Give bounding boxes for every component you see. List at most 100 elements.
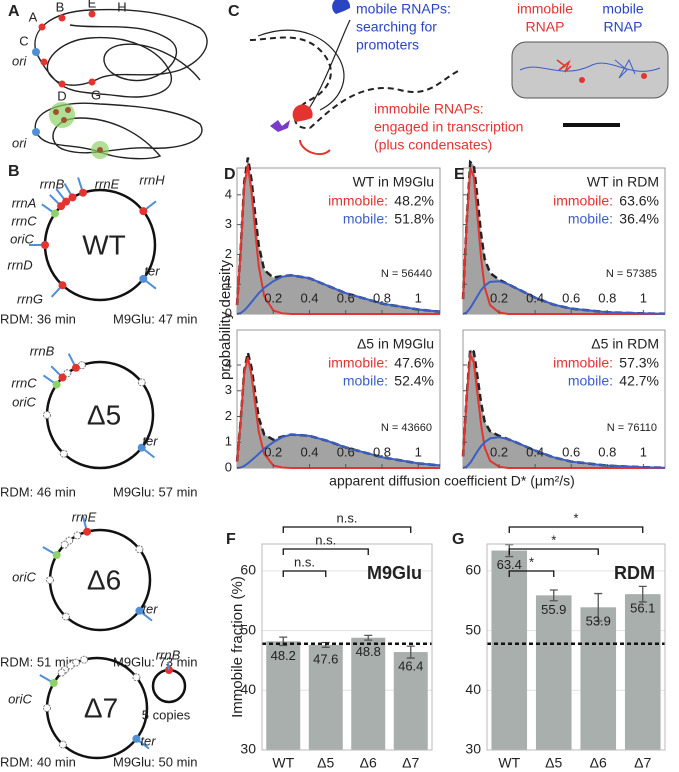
significance-bracket: [508, 570, 555, 577]
chart-title: M9Glu: [367, 563, 422, 583]
y-tick-label: 4: [225, 356, 232, 371]
annotation: Δ5 in M9Glu: [357, 336, 434, 352]
deletion: [60, 540, 69, 549]
deletion: [59, 449, 68, 458]
locus: [57, 202, 66, 211]
value-label: 56.1: [630, 601, 655, 616]
locus-label: ter: [144, 263, 160, 278]
error-bar: [549, 589, 558, 602]
panel-label: A: [8, 3, 20, 20]
y-tick-label: 1: [225, 434, 232, 449]
fraction-name: immobile:: [553, 355, 613, 371]
locus: [58, 373, 67, 382]
deletion: [58, 740, 67, 749]
ori-label: ori: [12, 53, 28, 68]
x-tick-label: 1: [640, 444, 647, 459]
locus-label: rrnD: [7, 257, 32, 272]
chromosome-sketch: [34, 8, 208, 160]
significance-bracket: [282, 570, 327, 577]
image-label: RNAP: [604, 19, 643, 35]
x-tick-label: WT: [272, 755, 294, 771]
locus-label: G: [91, 87, 101, 102]
y-tick-label: 50: [240, 621, 256, 637]
fraction-name: mobile:: [568, 373, 613, 389]
histogram-area: [237, 352, 440, 468]
locus-label: ter: [142, 601, 158, 616]
plasmid: [151, 668, 187, 704]
y-tick-label: 60: [240, 562, 256, 578]
locus-label: rrnB: [30, 343, 55, 358]
fit-curve: [236, 433, 441, 469]
locus: [52, 551, 61, 559]
y-tick-label: 30: [240, 741, 256, 757]
x-tick-label: Δ5: [545, 755, 562, 771]
value-label: 48.2: [271, 648, 296, 663]
deletion: [80, 655, 89, 664]
x-tick-label: 0.4: [300, 290, 318, 305]
sample-size: N = 76110: [607, 422, 657, 434]
x-tick-label: WT: [498, 755, 520, 771]
locus-label: rrnA: [12, 195, 37, 210]
y-tick-label: 0: [225, 459, 232, 474]
deletion: [73, 531, 82, 540]
genome-name: Δ6: [87, 564, 121, 595]
fraction-value: 52.4%: [394, 373, 434, 389]
locus: [79, 188, 88, 197]
value-label: 63.4: [497, 557, 522, 572]
x-tick-label: Δ7: [402, 755, 419, 771]
x-tick-label: 0.8: [598, 444, 616, 459]
x-tick-label: Δ6: [590, 755, 607, 771]
significance-label: *: [573, 510, 578, 525]
locus-label: rrnE: [95, 176, 120, 191]
y-tick-label: 2: [225, 246, 232, 261]
cell-image: [511, 41, 669, 99]
x-tick-label: 0.4: [526, 444, 544, 459]
panel-label: F: [226, 531, 236, 548]
x-tick-label: 0.4: [526, 290, 544, 305]
x-tick-label: 0.6: [337, 290, 355, 305]
fit-curve: [236, 274, 441, 315]
deletion: [63, 369, 72, 378]
bar: [393, 652, 428, 750]
sample-size: N = 57385: [606, 268, 657, 280]
panel-label: G: [452, 531, 464, 548]
bar: [308, 644, 343, 750]
deletion: [135, 545, 144, 554]
locus-label: 5 copies: [142, 707, 191, 722]
significance-label: n.s.: [337, 510, 358, 525]
y-axis-label: probability density: [217, 259, 234, 380]
genome-name: WT: [82, 229, 126, 260]
panel-label: C: [228, 3, 240, 20]
locus-label: oriC: [8, 691, 32, 706]
error-bar: [406, 645, 415, 659]
locus: [139, 274, 148, 283]
x-tick-label: Δ5: [317, 755, 334, 771]
significance-bracket: [508, 548, 599, 555]
locus: [71, 363, 80, 372]
fit-curve: [462, 280, 666, 315]
y-axis-label: Immobile fraction (%): [229, 576, 246, 718]
locus-label: oriC: [10, 231, 34, 246]
deletion: [46, 576, 54, 584]
fraction-value: 48.2%: [394, 193, 434, 209]
doubling-rdm: RDM: 46 min: [0, 484, 76, 499]
bar: [624, 594, 661, 750]
x-axis-label: apparent diffusion coefficient D* (μm²/s…: [329, 473, 575, 489]
value-label: 47.6: [313, 651, 338, 666]
locus-label: H: [117, 0, 126, 14]
locus-label: D: [57, 88, 66, 103]
histogram-area: [463, 349, 665, 468]
image-label: immobile: [517, 1, 573, 17]
value-label: 48.8: [356, 644, 381, 659]
y-tick-label: 1: [225, 276, 232, 291]
deletion: [57, 668, 66, 677]
deletion: [43, 411, 51, 419]
panel-label: E: [454, 166, 465, 183]
annotation: Δ5 in RDM: [591, 336, 659, 352]
locus: [135, 606, 144, 615]
locus-label: rrnC: [11, 375, 37, 390]
locus: [52, 380, 61, 389]
y-tick-label: 3: [225, 216, 232, 231]
fraction-value: 42.7%: [619, 373, 659, 389]
locus-label: A: [29, 9, 38, 24]
